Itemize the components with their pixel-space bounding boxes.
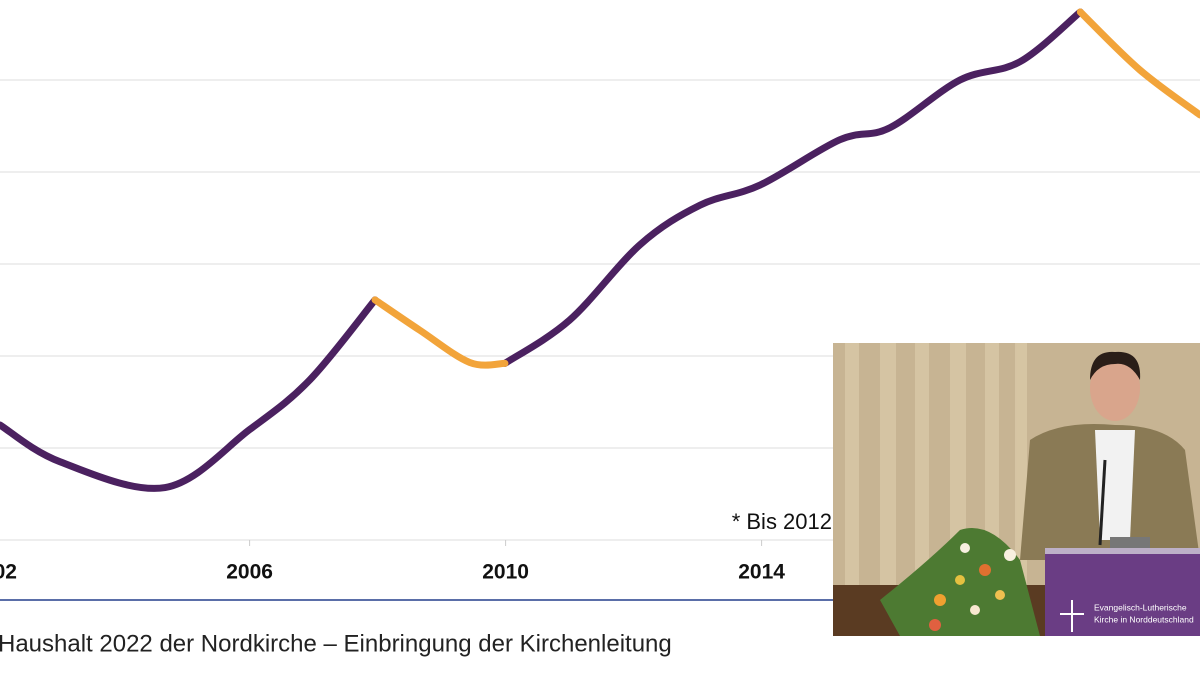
video-inset: Evangelisch-Lutherische Kirche in Nordde…	[833, 343, 1200, 636]
x-tick-label: 2010	[482, 561, 529, 584]
x-tick-label: 2014	[738, 561, 785, 584]
chart: 2002 2006 2010 2014	[0, 8, 1200, 584]
line	[371, 8, 1200, 369]
podium-text: Kirche in Norddeutschland	[1094, 614, 1194, 624]
podium-text: Evangelisch-Lutherische	[1094, 602, 1187, 612]
footer: Haushalt 2022 der Nordkirche – Einbringu…	[0, 630, 672, 657]
annotation: * Bis 2012	[732, 509, 832, 534]
x-tick-label: 2006	[226, 561, 273, 584]
line	[0, 8, 1084, 492]
x-tick-label: 2002	[0, 561, 17, 584]
